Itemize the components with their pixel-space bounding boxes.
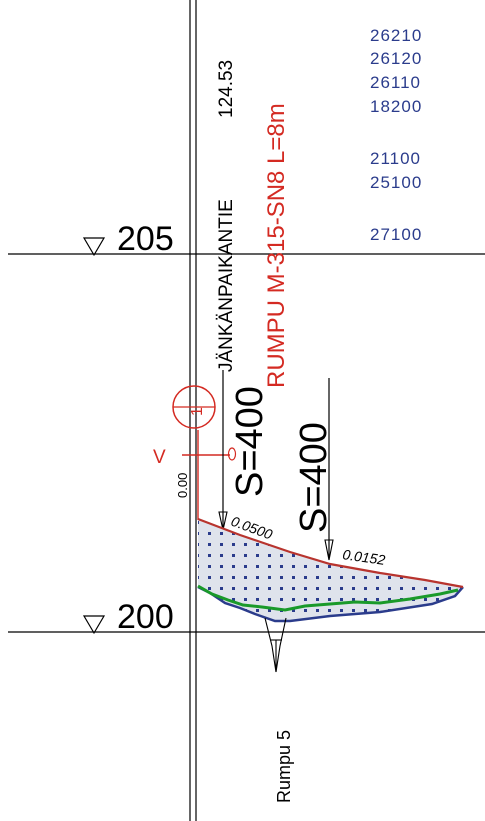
- code-list: 26210 26120 26110 18200 21100 25100 2710…: [370, 26, 422, 244]
- code-item: 26210: [370, 26, 422, 45]
- slope-marker-1: S=400: [229, 386, 271, 497]
- code-item: 27100: [370, 225, 422, 244]
- culvert-spec: RUMPU M-315-SN8 L=8m: [263, 103, 290, 388]
- reference-number: 1: [189, 407, 206, 416]
- slope-marker-2: S=400: [293, 422, 335, 533]
- gradient-label-2: 0.0152: [342, 546, 387, 568]
- surface-line-red: [197, 517, 464, 589]
- culvert-pipe-icon: [264, 617, 287, 673]
- code-item: 26110: [370, 73, 421, 92]
- ground-line-green: [197, 584, 459, 612]
- v-marker-ellipse: [227, 447, 237, 461]
- code-item: 18200: [370, 97, 422, 116]
- offset-label: 0.00: [175, 473, 190, 498]
- elevation-label-205: 205: [117, 220, 174, 258]
- bottom-line-blue: [197, 585, 464, 623]
- code-item: 25100: [370, 173, 422, 192]
- elevation-triangle-icon: [82, 615, 106, 635]
- cross-section-fill: [198, 519, 463, 621]
- road-station: 124.53: [216, 60, 237, 118]
- elevation-triangle-icon: [82, 237, 106, 257]
- v-label: V: [153, 447, 166, 468]
- code-item: 21100: [370, 149, 421, 168]
- culvert-name: Rumpu 5: [274, 730, 294, 803]
- slope-arrowhead-icon: [324, 539, 334, 561]
- road-name: JÄNKÄNPAIKANTIE: [216, 199, 237, 372]
- code-item: 26120: [370, 49, 422, 68]
- slope-arrowhead-icon: [218, 511, 228, 531]
- elevation-label-200: 200: [117, 598, 174, 636]
